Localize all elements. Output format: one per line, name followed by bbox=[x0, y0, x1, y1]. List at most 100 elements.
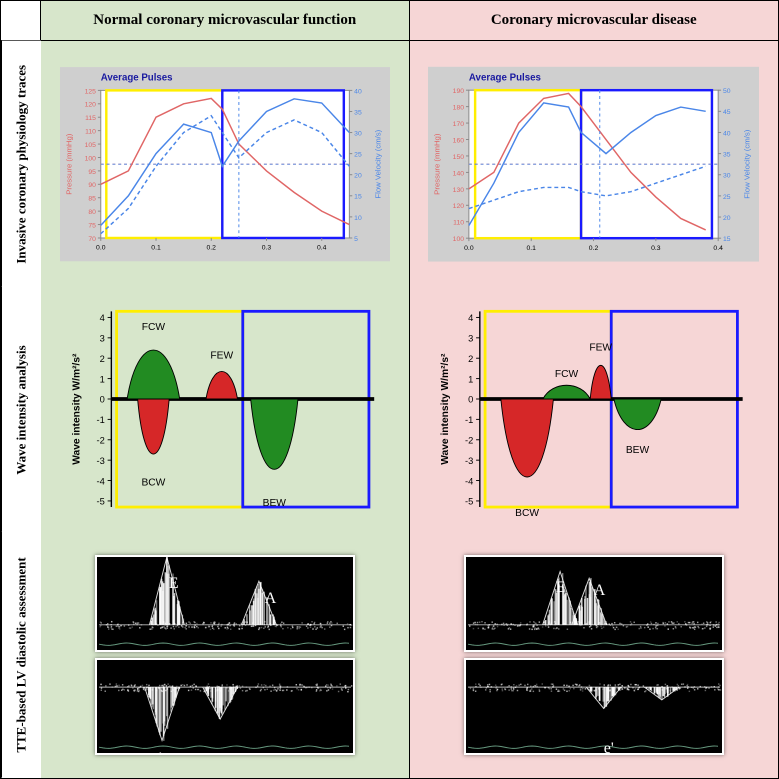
svg-text:Wave intensity W/m²/s²: Wave intensity W/m²/s² bbox=[71, 353, 82, 465]
svg-text:75: 75 bbox=[88, 222, 96, 229]
svg-text:15: 15 bbox=[354, 193, 362, 200]
row-label-wave: Wave intensity analysis bbox=[1, 287, 41, 533]
svg-text:BEW: BEW bbox=[626, 445, 650, 456]
svg-text:110: 110 bbox=[453, 219, 464, 226]
echo-mitral-disease: E A bbox=[464, 555, 724, 652]
svg-text:115: 115 bbox=[85, 115, 96, 122]
wave-intensity-normal: -5-4-3-2-101234Wave intensity W/m²/s²FCW… bbox=[60, 302, 390, 516]
svg-text:1: 1 bbox=[468, 375, 473, 385]
svg-text:0.1: 0.1 bbox=[527, 245, 537, 252]
svg-text:-5: -5 bbox=[465, 497, 473, 507]
svg-text:40: 40 bbox=[723, 130, 731, 137]
svg-text:130: 130 bbox=[453, 186, 465, 193]
svg-text:0.0: 0.0 bbox=[96, 244, 106, 251]
svg-text:30: 30 bbox=[723, 172, 731, 179]
comparison-figure: Normal coronary microvascular function C… bbox=[0, 0, 779, 779]
svg-text:35: 35 bbox=[354, 109, 362, 116]
svg-text:-4: -4 bbox=[465, 477, 473, 487]
svg-text:170: 170 bbox=[453, 121, 465, 128]
svg-text:0: 0 bbox=[468, 395, 473, 405]
echo-panels-disease: E A e' bbox=[464, 555, 724, 755]
svg-text:-3: -3 bbox=[96, 456, 104, 466]
cell-traces-disease: Average Pulses10011012013014015016017018… bbox=[410, 41, 779, 287]
svg-text:-1: -1 bbox=[465, 415, 473, 425]
svg-text:105: 105 bbox=[84, 142, 96, 149]
svg-text:125: 125 bbox=[84, 88, 96, 95]
svg-text:-3: -3 bbox=[465, 456, 473, 466]
svg-text:Flow Velocity (cm/s): Flow Velocity (cm/s) bbox=[743, 129, 752, 198]
svg-text:FCW: FCW bbox=[555, 369, 579, 380]
wave-intensity-disease: -5 -4 -3 -2 -1 0 1 2 3 4 Wave intensity W/m²/s² FCW… bbox=[428, 302, 759, 516]
echo-panels-normal: E A e' bbox=[95, 555, 355, 755]
svg-text:BEW: BEW bbox=[262, 498, 286, 509]
svg-text:FEW: FEW bbox=[590, 343, 613, 354]
svg-text:20: 20 bbox=[354, 172, 362, 179]
pulse-trace-disease: Average Pulses10011012013014015016017018… bbox=[428, 57, 759, 271]
row-label-echo: TTE-based LV diastolic assessment bbox=[1, 532, 41, 778]
svg-text:Average Pulses: Average Pulses bbox=[469, 72, 541, 83]
svg-text:-2: -2 bbox=[465, 436, 473, 446]
cell-traces-normal: Average Pulses70758085909510010511011512… bbox=[41, 41, 410, 287]
svg-text:70: 70 bbox=[88, 236, 96, 243]
echo-label-E-disease: E bbox=[556, 579, 566, 597]
svg-text:25: 25 bbox=[723, 193, 731, 200]
svg-text:0.1: 0.1 bbox=[151, 244, 161, 251]
echo-mitral-normal: E A bbox=[95, 555, 355, 652]
svg-text:180: 180 bbox=[453, 104, 465, 111]
svg-text:100: 100 bbox=[453, 236, 465, 243]
svg-text:160: 160 bbox=[453, 137, 465, 144]
svg-text:-2: -2 bbox=[96, 436, 104, 446]
echo-label-e-normal: e' bbox=[152, 750, 162, 755]
svg-text:10: 10 bbox=[354, 214, 362, 221]
svg-text:FCW: FCW bbox=[141, 322, 165, 333]
svg-text:3: 3 bbox=[468, 334, 473, 344]
svg-text:4: 4 bbox=[468, 313, 473, 323]
echo-label-e-disease: e' bbox=[604, 740, 614, 755]
svg-text:-5: -5 bbox=[96, 497, 104, 507]
svg-text:100: 100 bbox=[84, 155, 96, 162]
svg-text:25: 25 bbox=[354, 151, 362, 158]
svg-text:2: 2 bbox=[468, 354, 473, 364]
cell-echo-disease: E A e' bbox=[410, 532, 779, 778]
svg-text:BCW: BCW bbox=[141, 478, 165, 489]
svg-text:Flow Velocity (cm/s): Flow Velocity (cm/s) bbox=[373, 129, 382, 198]
svg-text:Average Pulses: Average Pulses bbox=[100, 72, 172, 83]
svg-text:20: 20 bbox=[723, 215, 731, 222]
svg-text:45: 45 bbox=[723, 109, 731, 116]
svg-text:0: 0 bbox=[99, 395, 104, 405]
svg-text:Wave intensity W/m²/s²: Wave intensity W/m²/s² bbox=[440, 353, 451, 465]
svg-text:FEW: FEW bbox=[210, 351, 233, 362]
svg-text:110: 110 bbox=[85, 128, 96, 135]
echo-tissue-normal: e' bbox=[95, 658, 355, 755]
column-header-normal: Normal coronary microvascular function bbox=[41, 1, 410, 41]
svg-text:120: 120 bbox=[453, 203, 465, 210]
svg-text:120: 120 bbox=[84, 101, 96, 108]
echo-tissue-disease: e' bbox=[464, 658, 724, 755]
svg-text:30: 30 bbox=[354, 130, 362, 137]
svg-text:1: 1 bbox=[99, 375, 104, 385]
svg-text:15: 15 bbox=[723, 236, 731, 243]
echo-label-A-disease: A bbox=[594, 582, 606, 600]
svg-text:80: 80 bbox=[88, 209, 96, 216]
corner-spacer bbox=[1, 1, 41, 41]
svg-text:0.4: 0.4 bbox=[714, 245, 724, 252]
cell-wave-disease: -5 -4 -3 -2 -1 0 1 2 3 4 Wave intensity W/m²/s² FCW… bbox=[410, 287, 779, 533]
echo-label-A-normal: A bbox=[265, 590, 277, 608]
cell-wave-normal: -5-4-3-2-101234Wave intensity W/m²/s²FCW… bbox=[41, 287, 410, 533]
cell-echo-normal: E A e' bbox=[41, 532, 410, 778]
svg-text:Pressure (mmHg): Pressure (mmHg) bbox=[433, 133, 442, 195]
svg-text:2: 2 bbox=[99, 354, 104, 364]
svg-text:3: 3 bbox=[99, 334, 104, 344]
svg-text:-4: -4 bbox=[96, 477, 104, 487]
svg-text:-1: -1 bbox=[96, 415, 104, 425]
svg-text:90: 90 bbox=[88, 182, 96, 189]
svg-text:BCW: BCW bbox=[515, 508, 539, 516]
svg-text:0.2: 0.2 bbox=[589, 245, 599, 252]
pulse-trace-normal: Average Pulses70758085909510010511011512… bbox=[60, 57, 390, 271]
svg-text:95: 95 bbox=[88, 168, 96, 175]
svg-text:150: 150 bbox=[453, 154, 465, 161]
svg-text:50: 50 bbox=[723, 88, 731, 95]
svg-text:0.2: 0.2 bbox=[206, 244, 216, 251]
echo-label-E-normal: E bbox=[169, 575, 179, 593]
svg-text:5: 5 bbox=[354, 236, 358, 243]
